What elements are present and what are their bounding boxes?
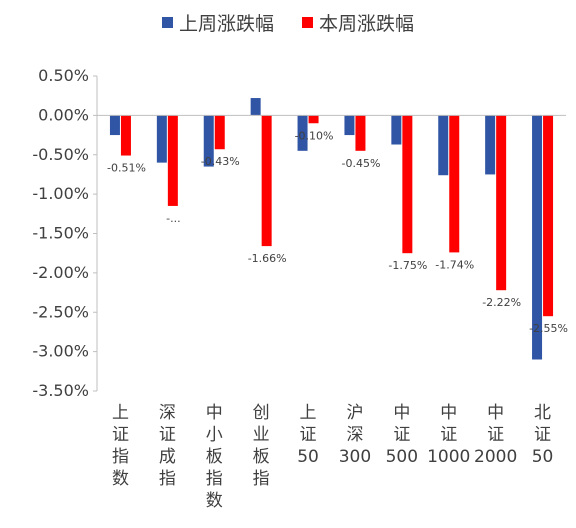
bar-this-week bbox=[449, 115, 460, 253]
bar-last-week bbox=[391, 115, 402, 145]
bar-this-week bbox=[308, 115, 319, 124]
data-label: -1.74% bbox=[435, 258, 474, 271]
bar-last-week bbox=[485, 115, 496, 175]
bar-this-week bbox=[402, 115, 413, 254]
category-label: 中证 2000 bbox=[474, 403, 517, 467]
data-label: -0.43% bbox=[201, 155, 240, 168]
bar-this-week bbox=[120, 115, 131, 156]
category-label: 上证 50 bbox=[297, 403, 319, 467]
y-tick-label: -2.50% bbox=[32, 302, 89, 321]
category-label: 北证 50 bbox=[532, 403, 554, 467]
y-tick-label: 0.00% bbox=[38, 105, 89, 124]
data-label: -2.22% bbox=[482, 296, 521, 309]
legend-item-this-week: 本周涨跌幅 bbox=[302, 9, 414, 36]
y-tick-label: -1.00% bbox=[32, 184, 89, 203]
bar-last-week bbox=[344, 115, 355, 136]
y-tick-label: 0.50% bbox=[38, 66, 89, 85]
legend-label-last-week: 上周涨跌幅 bbox=[178, 12, 274, 35]
category-label: 上证指数 bbox=[112, 403, 129, 489]
bar-last-week bbox=[203, 115, 214, 167]
bar-this-week bbox=[543, 115, 554, 317]
data-label: -0.51% bbox=[107, 162, 146, 175]
legend-item-last-week: 上周涨跌幅 bbox=[161, 9, 274, 36]
data-label: -... bbox=[166, 212, 180, 225]
legend-swatch-last-week bbox=[161, 16, 173, 28]
category-label: 中小板指数 bbox=[206, 403, 223, 511]
legend-label-this-week: 本周涨跌幅 bbox=[319, 12, 415, 35]
bar-last-week bbox=[297, 115, 308, 151]
y-tick-label: -2.00% bbox=[32, 263, 89, 282]
bar-last-week bbox=[109, 115, 120, 136]
bar-this-week bbox=[261, 115, 272, 247]
bar-last-week bbox=[250, 98, 261, 116]
bar-this-week bbox=[496, 115, 507, 291]
category-label: 沪深 300 bbox=[339, 403, 371, 467]
y-tick-label: -0.50% bbox=[32, 145, 89, 164]
bar-this-week bbox=[167, 115, 178, 206]
y-tick-label: -3.50% bbox=[32, 381, 89, 400]
data-label: -0.10% bbox=[295, 129, 334, 142]
category-label: 深证成指 bbox=[159, 403, 176, 489]
data-label: -0.45% bbox=[341, 157, 380, 170]
data-label: -1.66% bbox=[248, 252, 287, 265]
data-label: -2.55% bbox=[529, 322, 568, 335]
category-label: 创业板指 bbox=[253, 403, 270, 489]
data-label: -1.75% bbox=[388, 259, 427, 272]
legend-swatch-this-week bbox=[302, 16, 313, 28]
bar-this-week bbox=[214, 115, 225, 150]
legend: 上周涨跌幅 本周涨跌幅 bbox=[0, 8, 576, 36]
bar-last-week bbox=[438, 115, 449, 176]
bar-this-week bbox=[355, 115, 366, 151]
bar-last-week bbox=[156, 115, 167, 163]
category-label: 中证 1000 bbox=[427, 403, 470, 467]
y-tick-label: -1.50% bbox=[32, 224, 89, 243]
y-tick-label: -3.00% bbox=[32, 342, 89, 361]
bar-last-week bbox=[532, 115, 543, 360]
category-label: 中证 500 bbox=[386, 403, 418, 467]
